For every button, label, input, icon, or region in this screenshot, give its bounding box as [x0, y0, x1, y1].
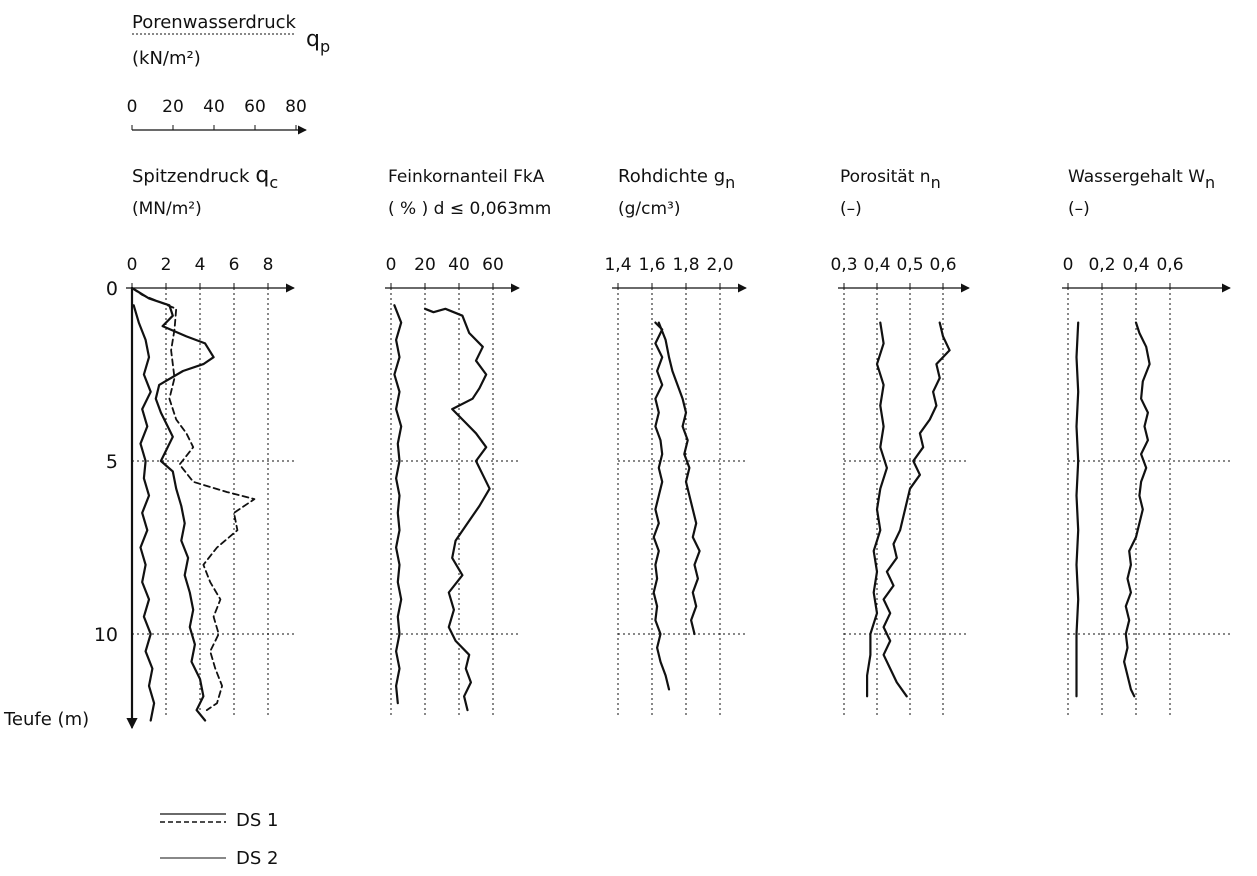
- profile-panels: Spitzendruck qc (MN/m²) 0 2 4 6 8 Feinkornanteil…: [126, 163, 1231, 730]
- legend-label-ds2: DS 2: [236, 848, 278, 869]
- series-ds2-line: [657, 321, 701, 636]
- pore-pressure-axis: 0 20 40 60 80: [127, 97, 307, 135]
- depth-axis-label: Teufe (m): [3, 709, 89, 730]
- panel-unit: (MN/m²): [132, 199, 202, 219]
- panel-tick-label: 0,4: [1122, 255, 1149, 275]
- legend-item-ds1: DS 1: [160, 810, 278, 831]
- series-ds2-line: [132, 304, 156, 722]
- panel-title: Wassergehalt Wn: [1068, 167, 1215, 192]
- pore-tick-label: 60: [244, 97, 266, 117]
- panel-title: Spitzendruck qc: [132, 163, 278, 192]
- panel-tick-label: 0,6: [1156, 255, 1183, 275]
- panel-unit: ( % ) d ≤ 0,063mm: [388, 199, 551, 219]
- profile-panel-3: Rohdichte gn (g/cm³) 1,4 1,6 1,8 2,0: [604, 166, 747, 718]
- pore-pressure-header: Porenwasserdruck qp (kN/m²) 0 20 40 60 80: [127, 12, 330, 135]
- profile-panel-1: Spitzendruck qc (MN/m²) 0 2 4 6 8: [126, 163, 295, 730]
- panel-tick-label: 60: [482, 255, 504, 275]
- panel-unit: (–): [1068, 199, 1090, 219]
- panel-title: Rohdichte gn: [618, 166, 735, 192]
- depth-tick-label: 0: [106, 278, 118, 300]
- panel-tick-label: 1,4: [604, 255, 631, 275]
- series-ds1-line: [423, 307, 491, 712]
- profile-panel-2: Feinkornanteil FkA ( % ) d ≤ 0,063mm 0 20 40…: [385, 167, 551, 718]
- panel-tick-label: 0: [127, 255, 138, 275]
- profile-panel-5: Wassergehalt Wn (–) 0 0,2 0,4 0,6: [1062, 167, 1231, 718]
- series-ds2-line: [1075, 321, 1080, 698]
- legend-item-ds2: DS 2: [160, 848, 278, 869]
- series-ds1-line: [131, 287, 256, 711]
- panel-tick-label: 2: [161, 255, 172, 275]
- panel-tick-label: 6: [229, 255, 240, 275]
- panel-tick-label: 0,3: [830, 255, 857, 275]
- panel-tick-label: 4: [195, 255, 206, 275]
- pore-tick-label: 40: [203, 97, 225, 117]
- pore-pressure-label: Porenwasserdruck: [132, 12, 297, 33]
- panel-tick-label: 1,8: [672, 255, 699, 275]
- pore-pressure-symbol: qp: [306, 27, 330, 56]
- panel-unit: (–): [840, 199, 862, 219]
- pore-tick-label: 80: [285, 97, 307, 117]
- legend: DS 1 DS 2: [160, 810, 278, 869]
- profile-panel-4: Porosität nn (–) 0,3 0,4 0,5 0,6: [830, 167, 970, 718]
- series-ds2-line: [393, 304, 403, 705]
- series-ds1-line: [652, 321, 671, 691]
- panel-tick-label: 0,2: [1088, 255, 1115, 275]
- panel-tick-label: 20: [414, 255, 436, 275]
- pore-tick-label: 20: [162, 97, 184, 117]
- panel-tick-label: 2,0: [706, 255, 733, 275]
- depth-tick-label: 5: [106, 451, 118, 473]
- panel-tick-label: 0,6: [929, 255, 956, 275]
- series-ds1-line: [130, 286, 215, 722]
- panel-tick-label: 8: [263, 255, 274, 275]
- panel-tick-label: 0,5: [896, 255, 923, 275]
- panel-tick-label: 0,4: [863, 255, 890, 275]
- series-ds1-line: [882, 321, 951, 698]
- panel-tick-label: 1,6: [638, 255, 665, 275]
- panel-title: Feinkornanteil FkA: [388, 167, 545, 187]
- depth-tick-label: 10: [94, 624, 118, 646]
- panel-unit: (g/cm³): [618, 199, 681, 219]
- depth-axis-labels: 0 5 10: [94, 278, 118, 646]
- panel-tick-label: 0: [1063, 255, 1074, 275]
- legend-label-ds1: DS 1: [236, 810, 278, 831]
- series-ds2-line: [866, 321, 888, 698]
- series-ds1-line: [1123, 321, 1151, 698]
- panel-tick-label: 0: [386, 255, 397, 275]
- panel-title: Porosität nn: [840, 167, 941, 192]
- pore-tick-label: 0: [127, 97, 138, 117]
- pore-pressure-unit: (kN/m²): [132, 48, 201, 69]
- panel-tick-label: 40: [448, 255, 470, 275]
